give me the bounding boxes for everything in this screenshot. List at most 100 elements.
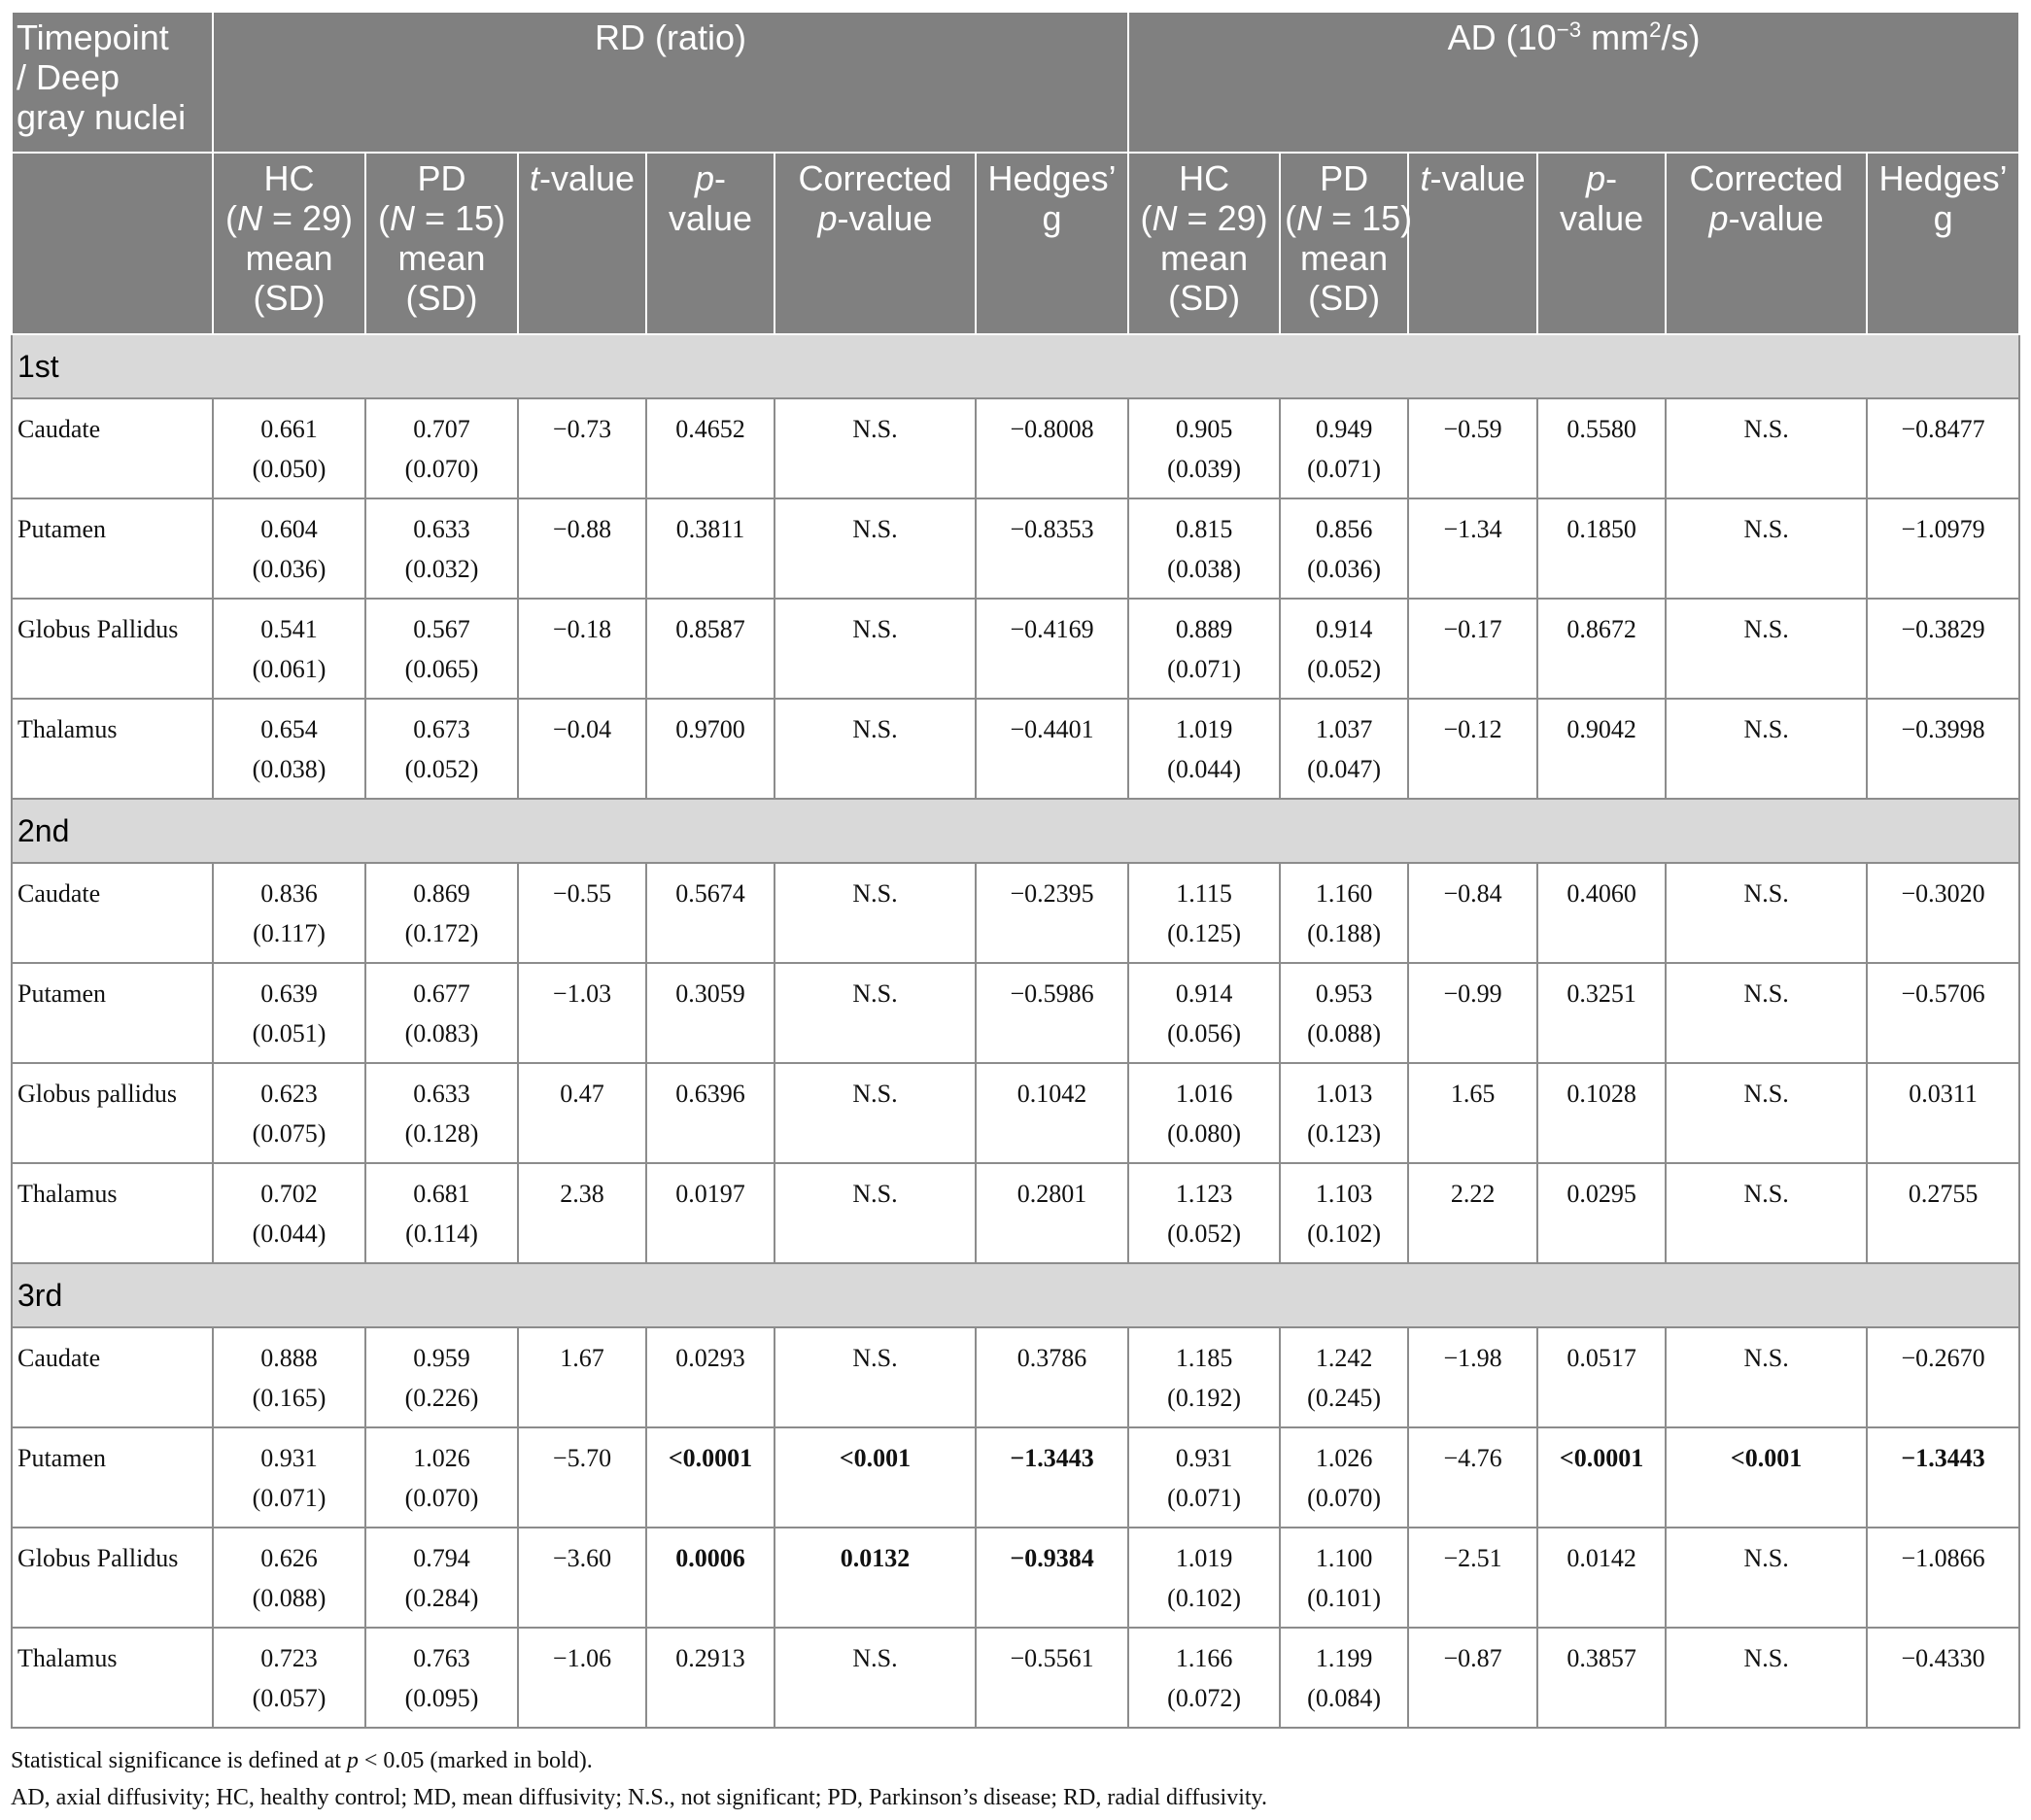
data-cell: 0.654 (0.038)	[212, 698, 366, 800]
cell-line: 1.115	[1176, 879, 1232, 908]
data-cell: 0.681 (0.114)	[364, 1162, 519, 1264]
group-label: 1st	[10, 333, 2021, 399]
text-line: mean	[218, 238, 361, 278]
data-cell: 1.67	[517, 1326, 647, 1428]
text-line: (SD)	[218, 278, 361, 318]
data-cell: 0.3059	[645, 962, 775, 1064]
cell-line: 0.604	[260, 515, 318, 543]
cell-line: (0.052)	[1167, 1219, 1241, 1248]
text-line: (N = 15)	[1285, 198, 1412, 238]
data-cell: −1.34	[1407, 498, 1539, 600]
text-line: (N = 29)	[1133, 198, 1275, 238]
cell-line: (0.061)	[252, 655, 327, 683]
cell-line: (0.032)	[404, 555, 479, 583]
table-body: 1st Caudate 0.661 (0.050) 0.707 (0.070) −0.73 0…	[10, 333, 2021, 1729]
cell-line: 0.836	[260, 879, 318, 908]
cell-line: 1.103	[1315, 1180, 1373, 1208]
cell-line: (0.039)	[1167, 455, 1241, 483]
cell-line: (0.245)	[1307, 1384, 1381, 1412]
data-cell: 0.707 (0.070)	[364, 397, 519, 499]
data-cell: 0.541 (0.061)	[212, 598, 366, 700]
header-cell	[11, 152, 214, 335]
text-segment: AD (10	[1447, 17, 1557, 57]
data-cell: 0.905 (0.039)	[1127, 397, 1282, 499]
header-cell: HC (N = 29) mean (SD)	[212, 152, 366, 335]
data-cell: −0.8477	[1866, 397, 2021, 499]
data-cell: −0.2395	[974, 862, 1130, 964]
data-cell: 0.763 (0.095)	[364, 1627, 519, 1729]
text-line: t-value	[523, 158, 641, 198]
text-segment: -value	[538, 158, 636, 198]
data-cell: N.S.	[1665, 598, 1869, 700]
footnotes: Statistical significance is defined at p…	[11, 1742, 2019, 1816]
data-cell: −0.17	[1407, 598, 1539, 700]
cell-line: (0.051)	[252, 1019, 327, 1047]
cell-line: 0.815	[1175, 515, 1233, 543]
cell-line: (0.101)	[1307, 1584, 1381, 1612]
data-cell: 0.2913	[645, 1627, 775, 1729]
data-cell: −1.3443	[1866, 1426, 2021, 1528]
text-line: Corrected	[1670, 158, 1862, 198]
cell-line: (0.095)	[404, 1684, 479, 1712]
text-line: (SD)	[370, 278, 513, 318]
cell-line: 1.016	[1175, 1080, 1233, 1108]
cell-line: 0.931	[1175, 1444, 1233, 1472]
data-cell: N.S.	[774, 1162, 977, 1264]
text-line: p-value	[779, 198, 971, 238]
data-cell: −0.55	[517, 862, 647, 964]
text-line: value	[651, 198, 770, 238]
cell-line: 0.794	[413, 1544, 470, 1572]
data-cell: 1.019 (0.044)	[1127, 698, 1282, 800]
data-cell: 1.160 (0.188)	[1279, 862, 1410, 964]
data-cell: 0.8672	[1536, 598, 1668, 700]
cell-line: 0.914	[1315, 615, 1373, 643]
cell-line: (0.044)	[1167, 755, 1241, 783]
data-cell: 0.869 (0.172)	[364, 862, 519, 964]
data-cell: N.S.	[1665, 1326, 1869, 1428]
text-segment: mean	[245, 238, 333, 278]
cell-line: (0.114)	[405, 1219, 478, 1248]
cell-line: 1.026	[413, 1444, 470, 1472]
data-cell: N.S.	[774, 598, 977, 700]
cell-line: 0.567	[413, 615, 470, 643]
data-cell: −0.3998	[1866, 698, 2021, 800]
subheader-row: HC (N = 29) mean (SD) PD (N = 15) mean (SD) t-va…	[11, 152, 2021, 335]
text-segment: (SD)	[1168, 278, 1241, 318]
data-cell: 0.0311	[1866, 1062, 2021, 1164]
data-cell: 1.115 (0.125)	[1127, 862, 1282, 964]
text-segment: = 29)	[261, 198, 354, 238]
text-segment: PD	[417, 158, 466, 198]
data-cell: 0.623 (0.075)	[212, 1062, 366, 1164]
cell-line: 1.160	[1315, 879, 1373, 908]
row-label: Putamen	[11, 962, 214, 1064]
text-segment: Corrected	[798, 158, 952, 198]
text-segment: -	[714, 158, 727, 198]
text-line: HC	[1133, 158, 1275, 198]
header-cell: HC (N = 29) mean (SD)	[1127, 152, 1282, 335]
header-cell: PD (N = 15) mean (SD)	[364, 152, 519, 335]
text-segment: < 0.05 (marked in bold).	[358, 1748, 593, 1773]
data-cell: <0.001	[1665, 1426, 1869, 1528]
data-cell: 1.026 (0.070)	[1279, 1426, 1410, 1528]
header-cell: t-value	[1407, 152, 1539, 335]
text-line: PD	[1285, 158, 1403, 198]
data-cell: −5.70	[517, 1426, 647, 1528]
cell-line: 0.639	[260, 979, 318, 1008]
data-cell: −0.12	[1407, 698, 1539, 800]
data-cell: 0.0295	[1536, 1162, 1668, 1264]
text-segment: (SD)	[253, 278, 326, 318]
cell-line: 0.673	[413, 715, 470, 743]
cell-line: (0.128)	[404, 1119, 479, 1148]
row-label: Thalamus	[11, 1162, 214, 1264]
text-segment: HC	[263, 158, 315, 198]
cell-line: (0.072)	[1167, 1684, 1241, 1712]
row-label: Putamen	[11, 1426, 214, 1528]
text-segment: -value	[837, 198, 933, 238]
data-cell: 1.013 (0.123)	[1279, 1062, 1410, 1164]
data-row: Caudate 0.836 (0.117) 0.869 (0.172) −0.55 0.56…	[11, 862, 2021, 964]
text-segment: Timepoint	[17, 17, 169, 57]
data-cell: −0.87	[1407, 1627, 1539, 1729]
text-line: Hedges’	[981, 158, 1123, 198]
cell-line: 0.626	[260, 1544, 318, 1572]
data-cell: 0.6396	[645, 1062, 775, 1164]
